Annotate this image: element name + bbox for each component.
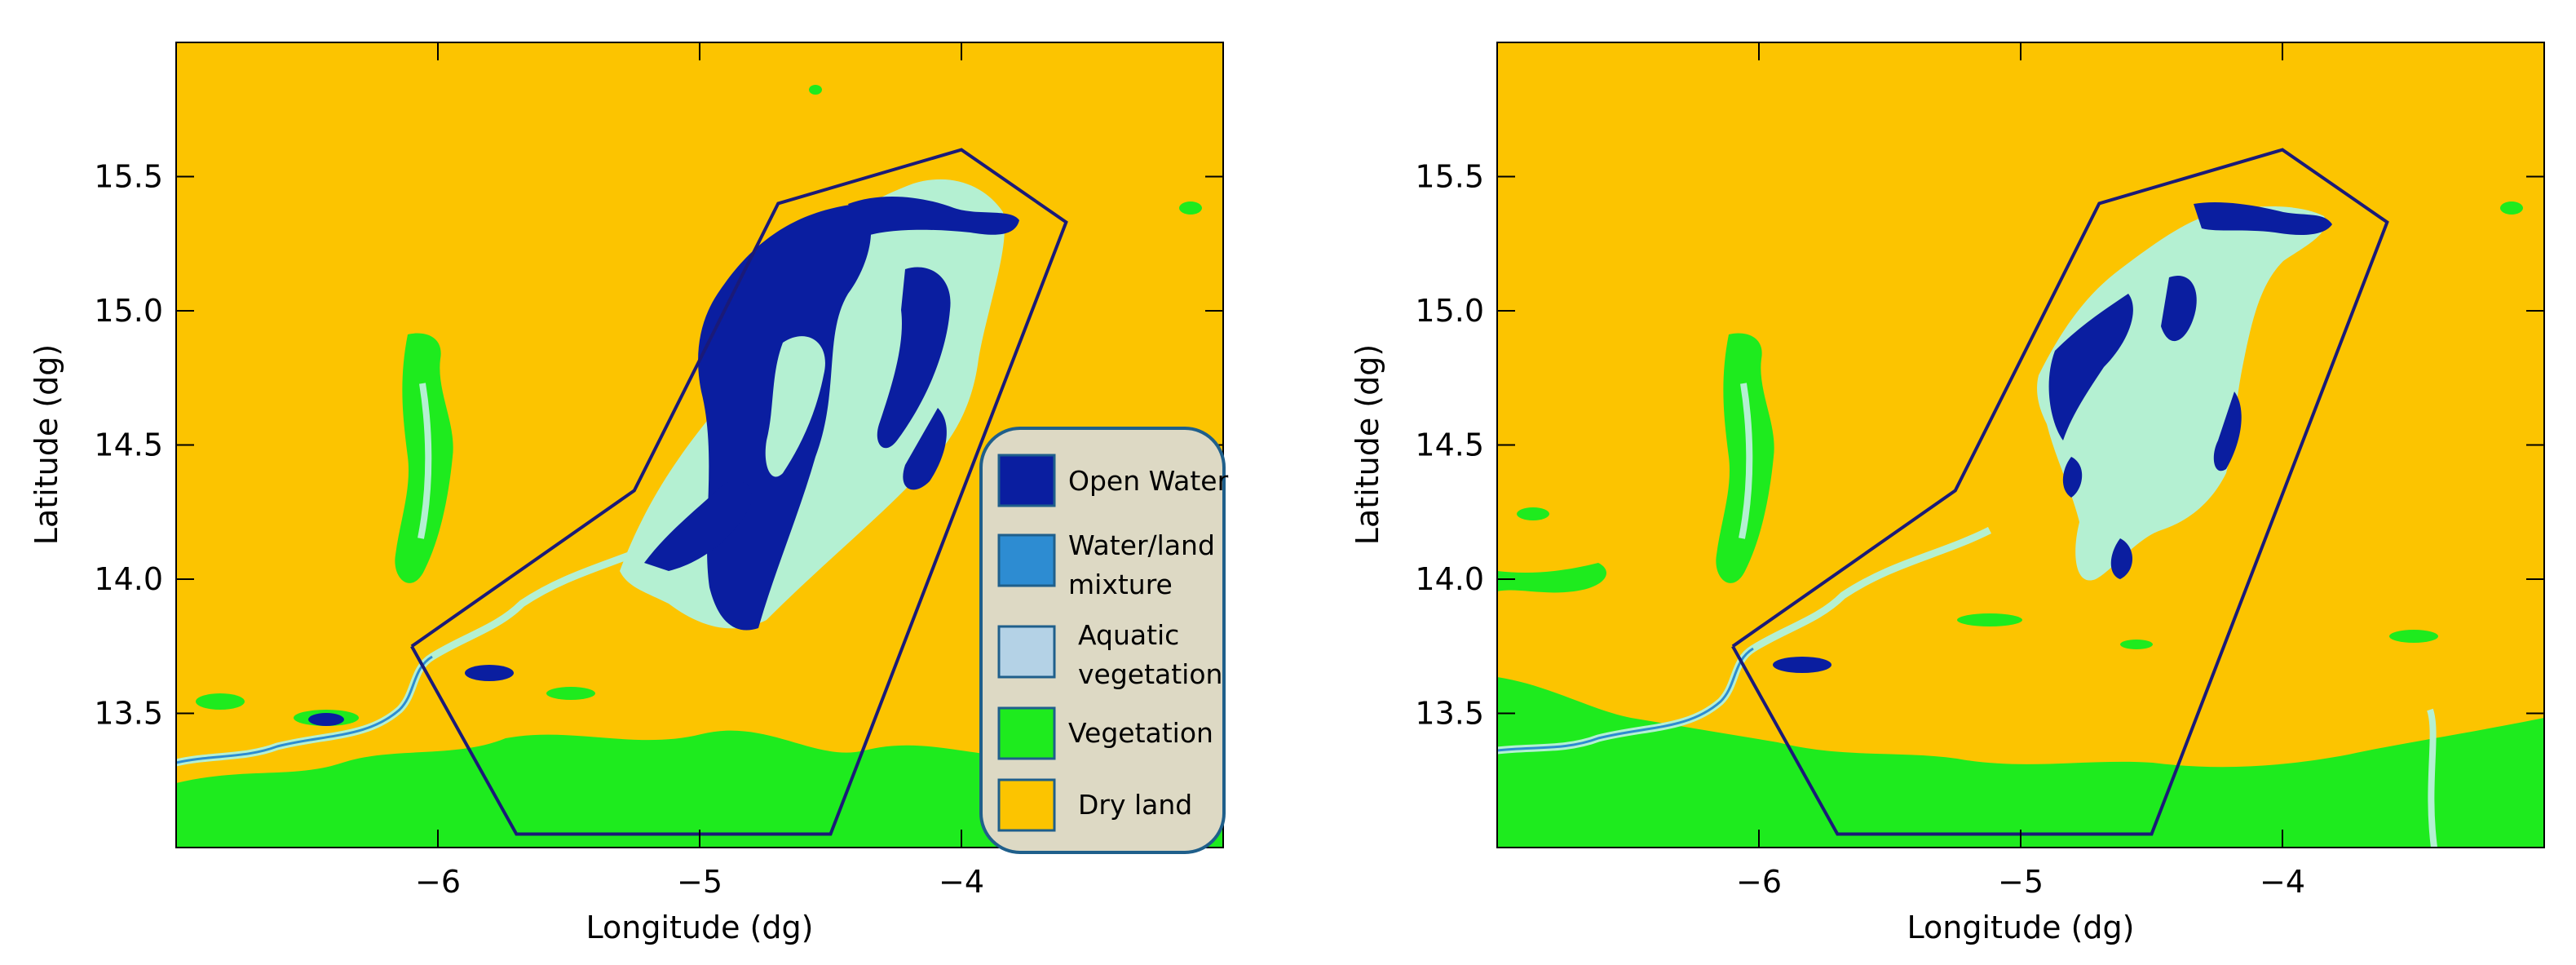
x-tick-label: −4: [2260, 864, 2305, 900]
x-tick-label: −6: [415, 864, 461, 900]
y-axis-label-left: Latitude (dg): [29, 344, 64, 545]
river-right: [1496, 526, 1992, 755]
x-tick-label: −5: [1998, 864, 2044, 900]
legend: Open Water Water/land mixture Aquatic vege…: [979, 427, 1229, 854]
x-tick-label: −5: [677, 864, 722, 900]
y-tick-label: 14.0: [1415, 561, 1484, 597]
y-tick-label: 14.0: [94, 561, 163, 597]
legend-label-aquatic-vegetation: Aquatic vegetation: [1078, 619, 1222, 690]
y-tick-label: 14.5: [1415, 427, 1484, 463]
legend-swatch-vegetation: [997, 706, 1056, 760]
inland-delta-left: [620, 179, 1019, 631]
vegetation-layer-left: [176, 85, 1223, 848]
map-background-right: [1497, 42, 2544, 848]
axis-ticks-left: −6 −5 −4 13.5 14.0 14.5 15.0 15.5: [94, 42, 1223, 900]
study-area-boundary-right: [1731, 148, 2389, 836]
y-tick-label: 13.5: [1415, 696, 1484, 732]
vegetation-layer-right: [1497, 201, 2544, 848]
x-axis-label-left: Longitude (dg): [586, 910, 814, 945]
inland-delta-right: [2037, 202, 2332, 581]
axis-ticks-right: −6 −5 −4 13.5 14.0 14.5 15.0 15.5: [1415, 42, 2544, 900]
legend-label-open-water: Open Water: [1068, 465, 1229, 497]
x-tick-label: −4: [939, 864, 984, 900]
y-tick-label: 15.0: [94, 293, 163, 329]
study-area-boundary-left: [410, 148, 1068, 836]
legend-label-water-land-mixture: Water/land mixture: [1068, 529, 1215, 600]
map-panel-right: −6 −5 −4 13.5 14.0 14.5 15.0 15.5 Longitude (dg…: [1350, 42, 2545, 945]
legend-label-vegetation: Vegetation: [1068, 717, 1213, 749]
y-axis-label-right: Latitude (dg): [1350, 344, 1385, 545]
y-tick-label: 13.5: [94, 696, 163, 732]
y-tick-label: 14.5: [94, 427, 163, 463]
legend-swatch-open-water: [997, 454, 1056, 507]
x-tick-label: −6: [1736, 864, 1782, 900]
legend-swatch-water-land-mixture: [997, 533, 1056, 587]
y-tick-label: 15.5: [1415, 159, 1484, 195]
legend-swatch-aquatic-vegetation: [997, 625, 1056, 679]
legend-label-dry-land: Dry land: [1078, 789, 1192, 821]
y-tick-label: 15.5: [94, 159, 163, 195]
legend-swatch-dry-land: [997, 778, 1056, 832]
y-tick-label: 15.0: [1415, 293, 1484, 329]
x-axis-label-right: Longitude (dg): [1907, 910, 2135, 945]
